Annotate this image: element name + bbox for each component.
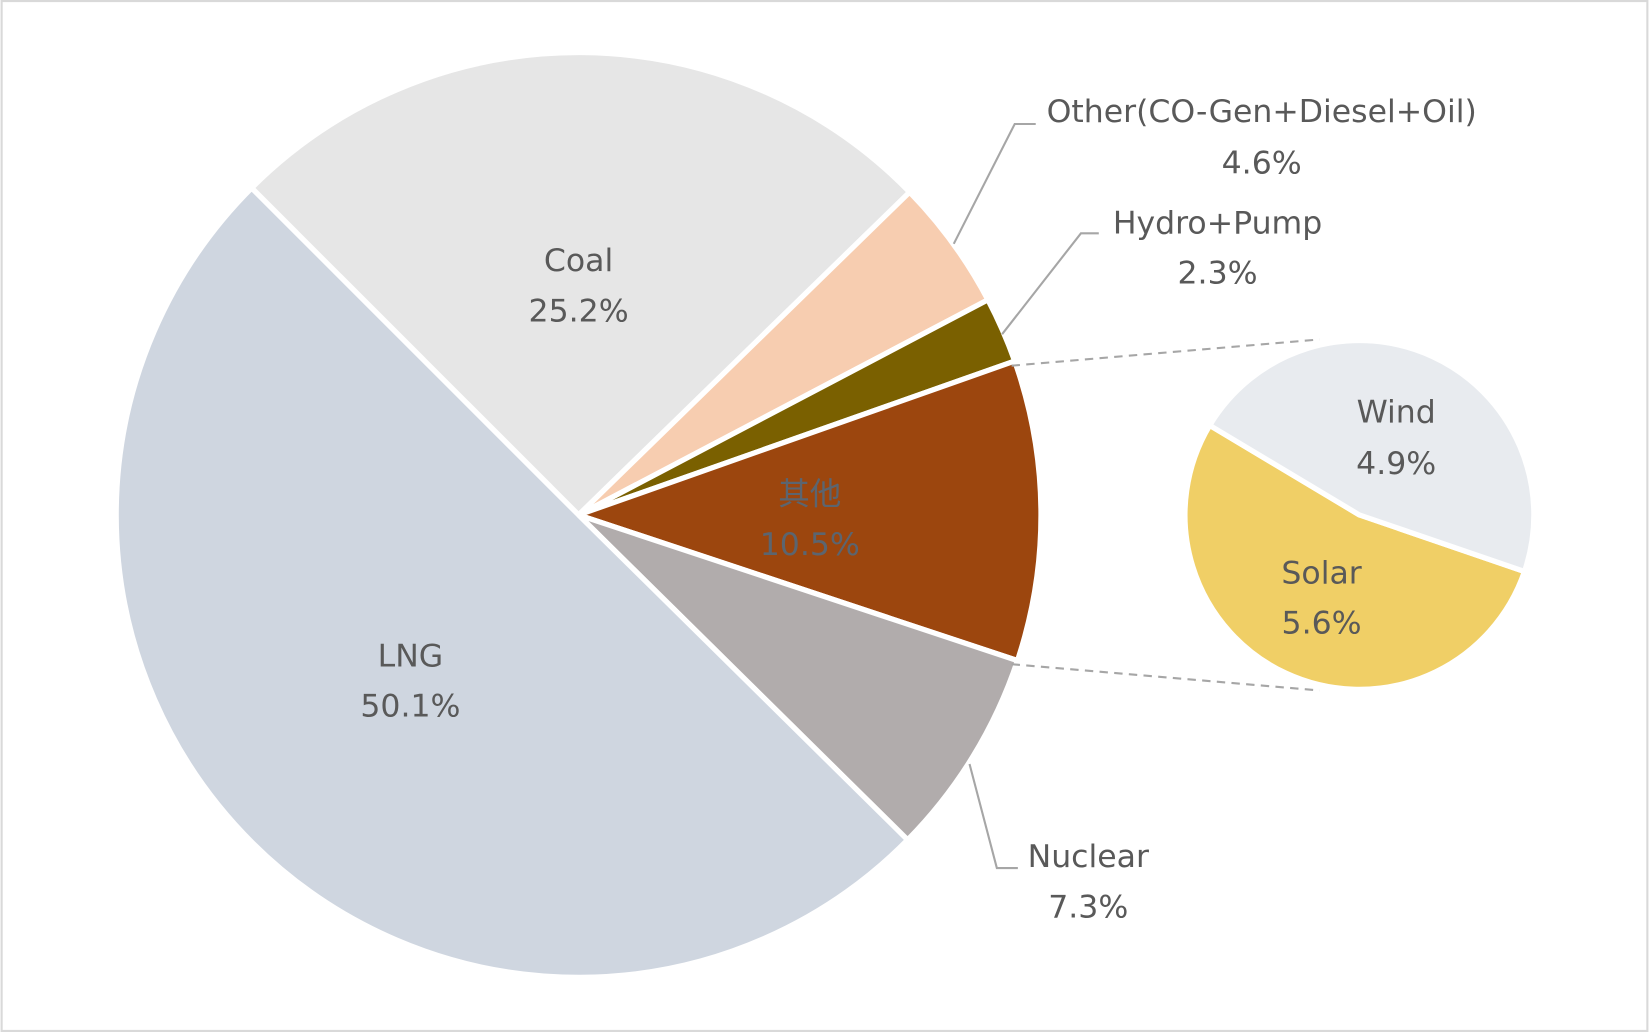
label-others-group-value: 10.5% — [760, 527, 860, 563]
label-solar-value: 5.6% — [1282, 606, 1362, 642]
pie-slice-others-group — [575, 358, 1044, 664]
pie-slice-lng — [113, 185, 911, 980]
label-nuclear-value: 7.3% — [1048, 889, 1128, 925]
connector-line-top — [1011, 338, 1320, 367]
label-lng-value: 50.1% — [360, 689, 460, 725]
pie-slice-nuclear — [575, 512, 1021, 843]
label-lng-name: LNG — [378, 638, 444, 674]
pie-slice-solar — [1182, 422, 1528, 693]
main-pie — [113, 49, 1044, 980]
label-hydro-value: 2.3% — [1178, 256, 1258, 292]
label-other-name: Other(CO-Gen+Diesel+Oil) — [1047, 94, 1477, 130]
label-hydro-name: Hydro+Pump — [1113, 205, 1322, 241]
connector-line-bottom — [1011, 663, 1320, 692]
pie-slice-coal — [248, 49, 913, 518]
label-wind-value: 4.9% — [1356, 446, 1436, 482]
leader-line-nuclear — [968, 763, 1018, 870]
leader-line-hydro — [1001, 232, 1099, 335]
secondary-pie — [1182, 337, 1537, 693]
label-nuclear-name: Nuclear — [1028, 839, 1149, 875]
label-coal-name: Coal — [544, 243, 613, 279]
leader-line-other — [952, 122, 1036, 245]
label-other-value: 4.6% — [1222, 145, 1302, 181]
label-coal-value: 25.2% — [529, 294, 629, 330]
label-solar-name: Solar — [1281, 555, 1361, 591]
label-wind-name: Wind — [1357, 394, 1436, 430]
label-others-group-name: 其他 — [778, 476, 841, 512]
pie-slice-wind — [1207, 337, 1537, 575]
